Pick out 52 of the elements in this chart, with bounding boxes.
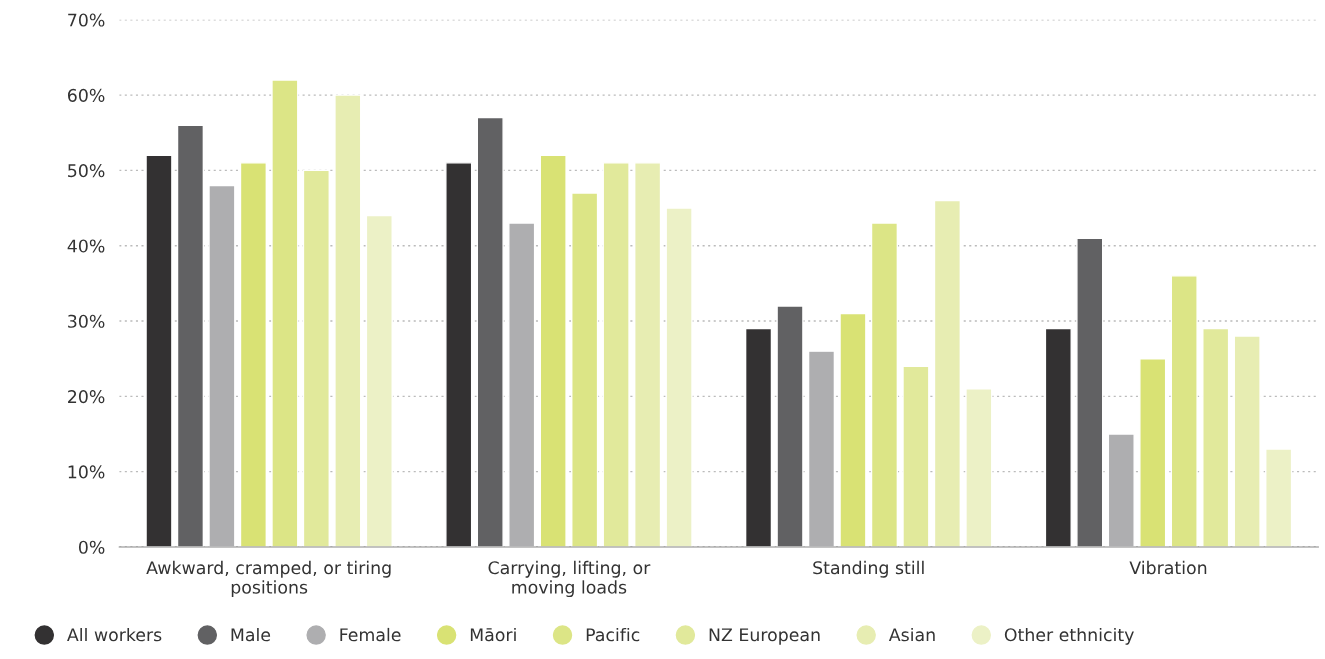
bar xyxy=(965,388,993,547)
bar xyxy=(476,116,504,547)
y-tick-label: 30% xyxy=(68,314,105,328)
x-tick-label: Standing still xyxy=(813,560,924,578)
y-tick-label: 60% xyxy=(67,88,105,102)
bar xyxy=(744,327,773,547)
bar xyxy=(302,169,330,547)
bar xyxy=(508,222,536,547)
bar xyxy=(571,192,599,547)
x-tick-label: Awkward, cramped, or tiring positions xyxy=(146,560,391,598)
bar xyxy=(539,154,567,547)
legend-label: Male xyxy=(231,627,271,642)
bar xyxy=(902,365,930,547)
legend-label: NZ European xyxy=(709,628,820,645)
y-tick-label: 20% xyxy=(68,390,105,404)
bar xyxy=(1265,448,1293,547)
legend-label: Female xyxy=(340,627,401,642)
bar xyxy=(1107,433,1135,547)
bar xyxy=(634,162,662,547)
bar xyxy=(145,154,173,547)
bar xyxy=(933,199,961,547)
bar xyxy=(665,207,693,547)
bar xyxy=(1139,357,1167,547)
y-tick-label: 40% xyxy=(67,239,105,253)
bar xyxy=(1044,327,1072,547)
bar xyxy=(239,162,268,547)
y-tick-label: 0% xyxy=(78,540,105,554)
legend-label: Other ethnicity xyxy=(1004,627,1134,645)
bar xyxy=(602,162,630,547)
bar xyxy=(839,312,867,547)
y-tick-label: 70% xyxy=(68,13,105,27)
x-tick-label: Carrying, lifting, or moving loads xyxy=(488,560,651,598)
bar xyxy=(271,79,299,547)
bar xyxy=(1076,237,1104,547)
bar xyxy=(1202,327,1230,547)
bar xyxy=(870,222,899,547)
legend-label: Asian xyxy=(888,627,935,642)
bar xyxy=(365,214,393,547)
bar xyxy=(445,162,473,547)
y-tick-label: 50% xyxy=(68,164,105,178)
legend-label: Māori xyxy=(470,627,516,642)
y-tick-label: 10% xyxy=(68,465,105,479)
bar xyxy=(1233,335,1261,547)
bar xyxy=(208,184,236,547)
bar xyxy=(1170,275,1198,547)
legend-label: Pacific xyxy=(586,627,640,642)
x-tick-label: Vibration xyxy=(1129,560,1207,575)
bar xyxy=(807,350,836,547)
bar xyxy=(334,94,362,547)
legend-label: All workers xyxy=(67,627,162,642)
bar xyxy=(776,305,804,547)
bar xyxy=(176,124,205,547)
